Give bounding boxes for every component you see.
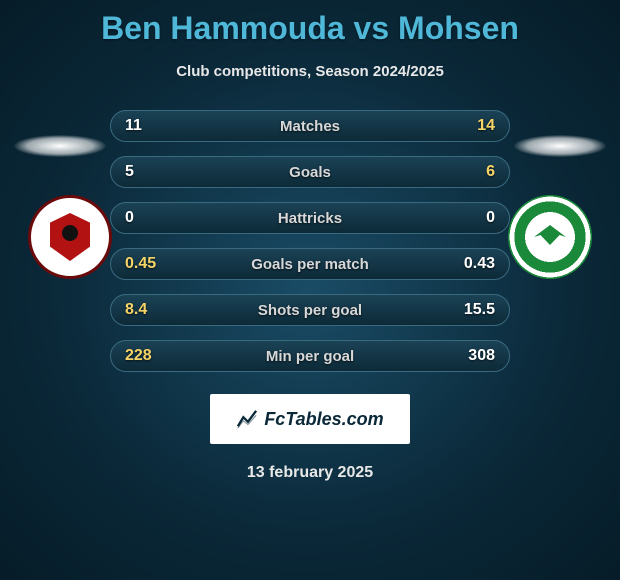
chart-line-icon	[236, 408, 258, 430]
club-badge-right	[508, 195, 592, 279]
stat-row: 0.45Goals per match0.43	[110, 248, 510, 280]
stat-row: 228Min per goal308	[110, 340, 510, 372]
stat-row: 5Goals6	[110, 156, 510, 188]
eagle-icon	[528, 215, 572, 259]
stat-value-right: 15.5	[453, 301, 495, 319]
stat-row: 8.4Shots per goal15.5	[110, 294, 510, 326]
stat-value-left: 5	[125, 163, 167, 181]
stat-label: Hattricks	[111, 210, 509, 227]
stat-label: Goals	[111, 164, 509, 181]
shield-icon	[50, 213, 90, 261]
date-label: 13 february 2025	[0, 464, 620, 482]
stat-value-left: 8.4	[125, 301, 167, 319]
page-title: Ben Hammouda vs Mohsen	[0, 0, 620, 47]
stat-label: Shots per goal	[111, 302, 509, 319]
stat-label: Min per goal	[111, 348, 509, 365]
subtitle: Club competitions, Season 2024/2025	[0, 63, 620, 80]
stat-value-right: 0.43	[453, 255, 495, 273]
stat-rows: 11Matches14 5Goals6 0Hattricks0 0.45Goals p…	[110, 110, 510, 372]
stat-value-right: 308	[453, 347, 495, 365]
comparison-panel: 11Matches14 5Goals6 0Hattricks0 0.45Goals p…	[0, 110, 620, 372]
club-badge-left	[28, 195, 112, 279]
stat-row: 0Hattricks0	[110, 202, 510, 234]
stat-value-left: 0	[125, 209, 167, 227]
stat-value-left: 11	[125, 117, 167, 135]
badge-shadow-right	[514, 135, 606, 157]
stat-row: 11Matches14	[110, 110, 510, 142]
stat-value-right: 14	[453, 117, 495, 135]
badge-shadow-left	[14, 135, 106, 157]
stat-value-left: 228	[125, 347, 167, 365]
stat-value-right: 6	[453, 163, 495, 181]
stat-value-right: 0	[453, 209, 495, 227]
brand-box: FcTables.com	[210, 394, 410, 444]
brand-text: FcTables.com	[264, 409, 383, 430]
stat-label: Matches	[111, 118, 509, 135]
stat-value-left: 0.45	[125, 255, 167, 273]
stat-label: Goals per match	[111, 256, 509, 273]
